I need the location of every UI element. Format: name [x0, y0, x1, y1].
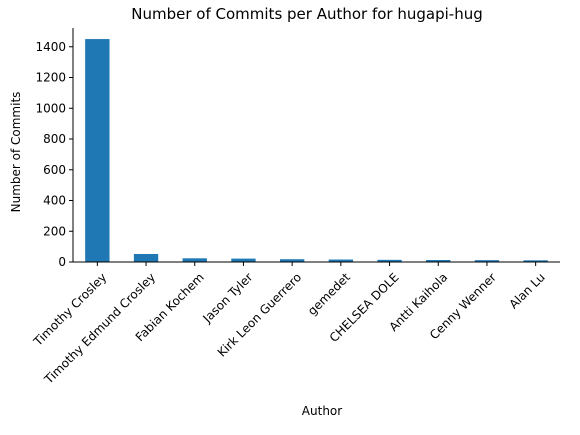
bar [474, 260, 500, 262]
y-tick-label: 800 [43, 132, 66, 146]
bar [133, 254, 159, 262]
x-tick-label: Alan Lu [506, 270, 547, 311]
bar [377, 259, 402, 262]
y-tick-label: 1000 [35, 101, 66, 115]
bar [523, 260, 548, 262]
x-tick-label: Kirk Leon Guerrero [215, 270, 305, 360]
y-tick-label: 600 [43, 163, 66, 177]
y-tick-label: 1400 [35, 40, 66, 54]
y-axis-label: Number of Commits [9, 92, 23, 213]
x-tick-label: gemedet [305, 270, 353, 318]
bar [279, 259, 305, 262]
bar [85, 39, 110, 263]
y-tick-label: 200 [43, 224, 66, 238]
bar [426, 260, 451, 262]
bar [328, 259, 354, 262]
y-tick-label: 400 [43, 194, 66, 208]
y-axis-ticks: 0 200 400 600 800 1000 1200 1400 [35, 40, 73, 269]
bar [231, 258, 256, 262]
bar [182, 258, 207, 262]
x-axis-label: Author [302, 404, 342, 418]
bars-group [85, 39, 548, 263]
chart-title: Number of Commits per Author for hugapi-… [131, 5, 482, 23]
y-tick-label: 1200 [35, 71, 66, 85]
y-tick-label: 0 [58, 255, 66, 269]
